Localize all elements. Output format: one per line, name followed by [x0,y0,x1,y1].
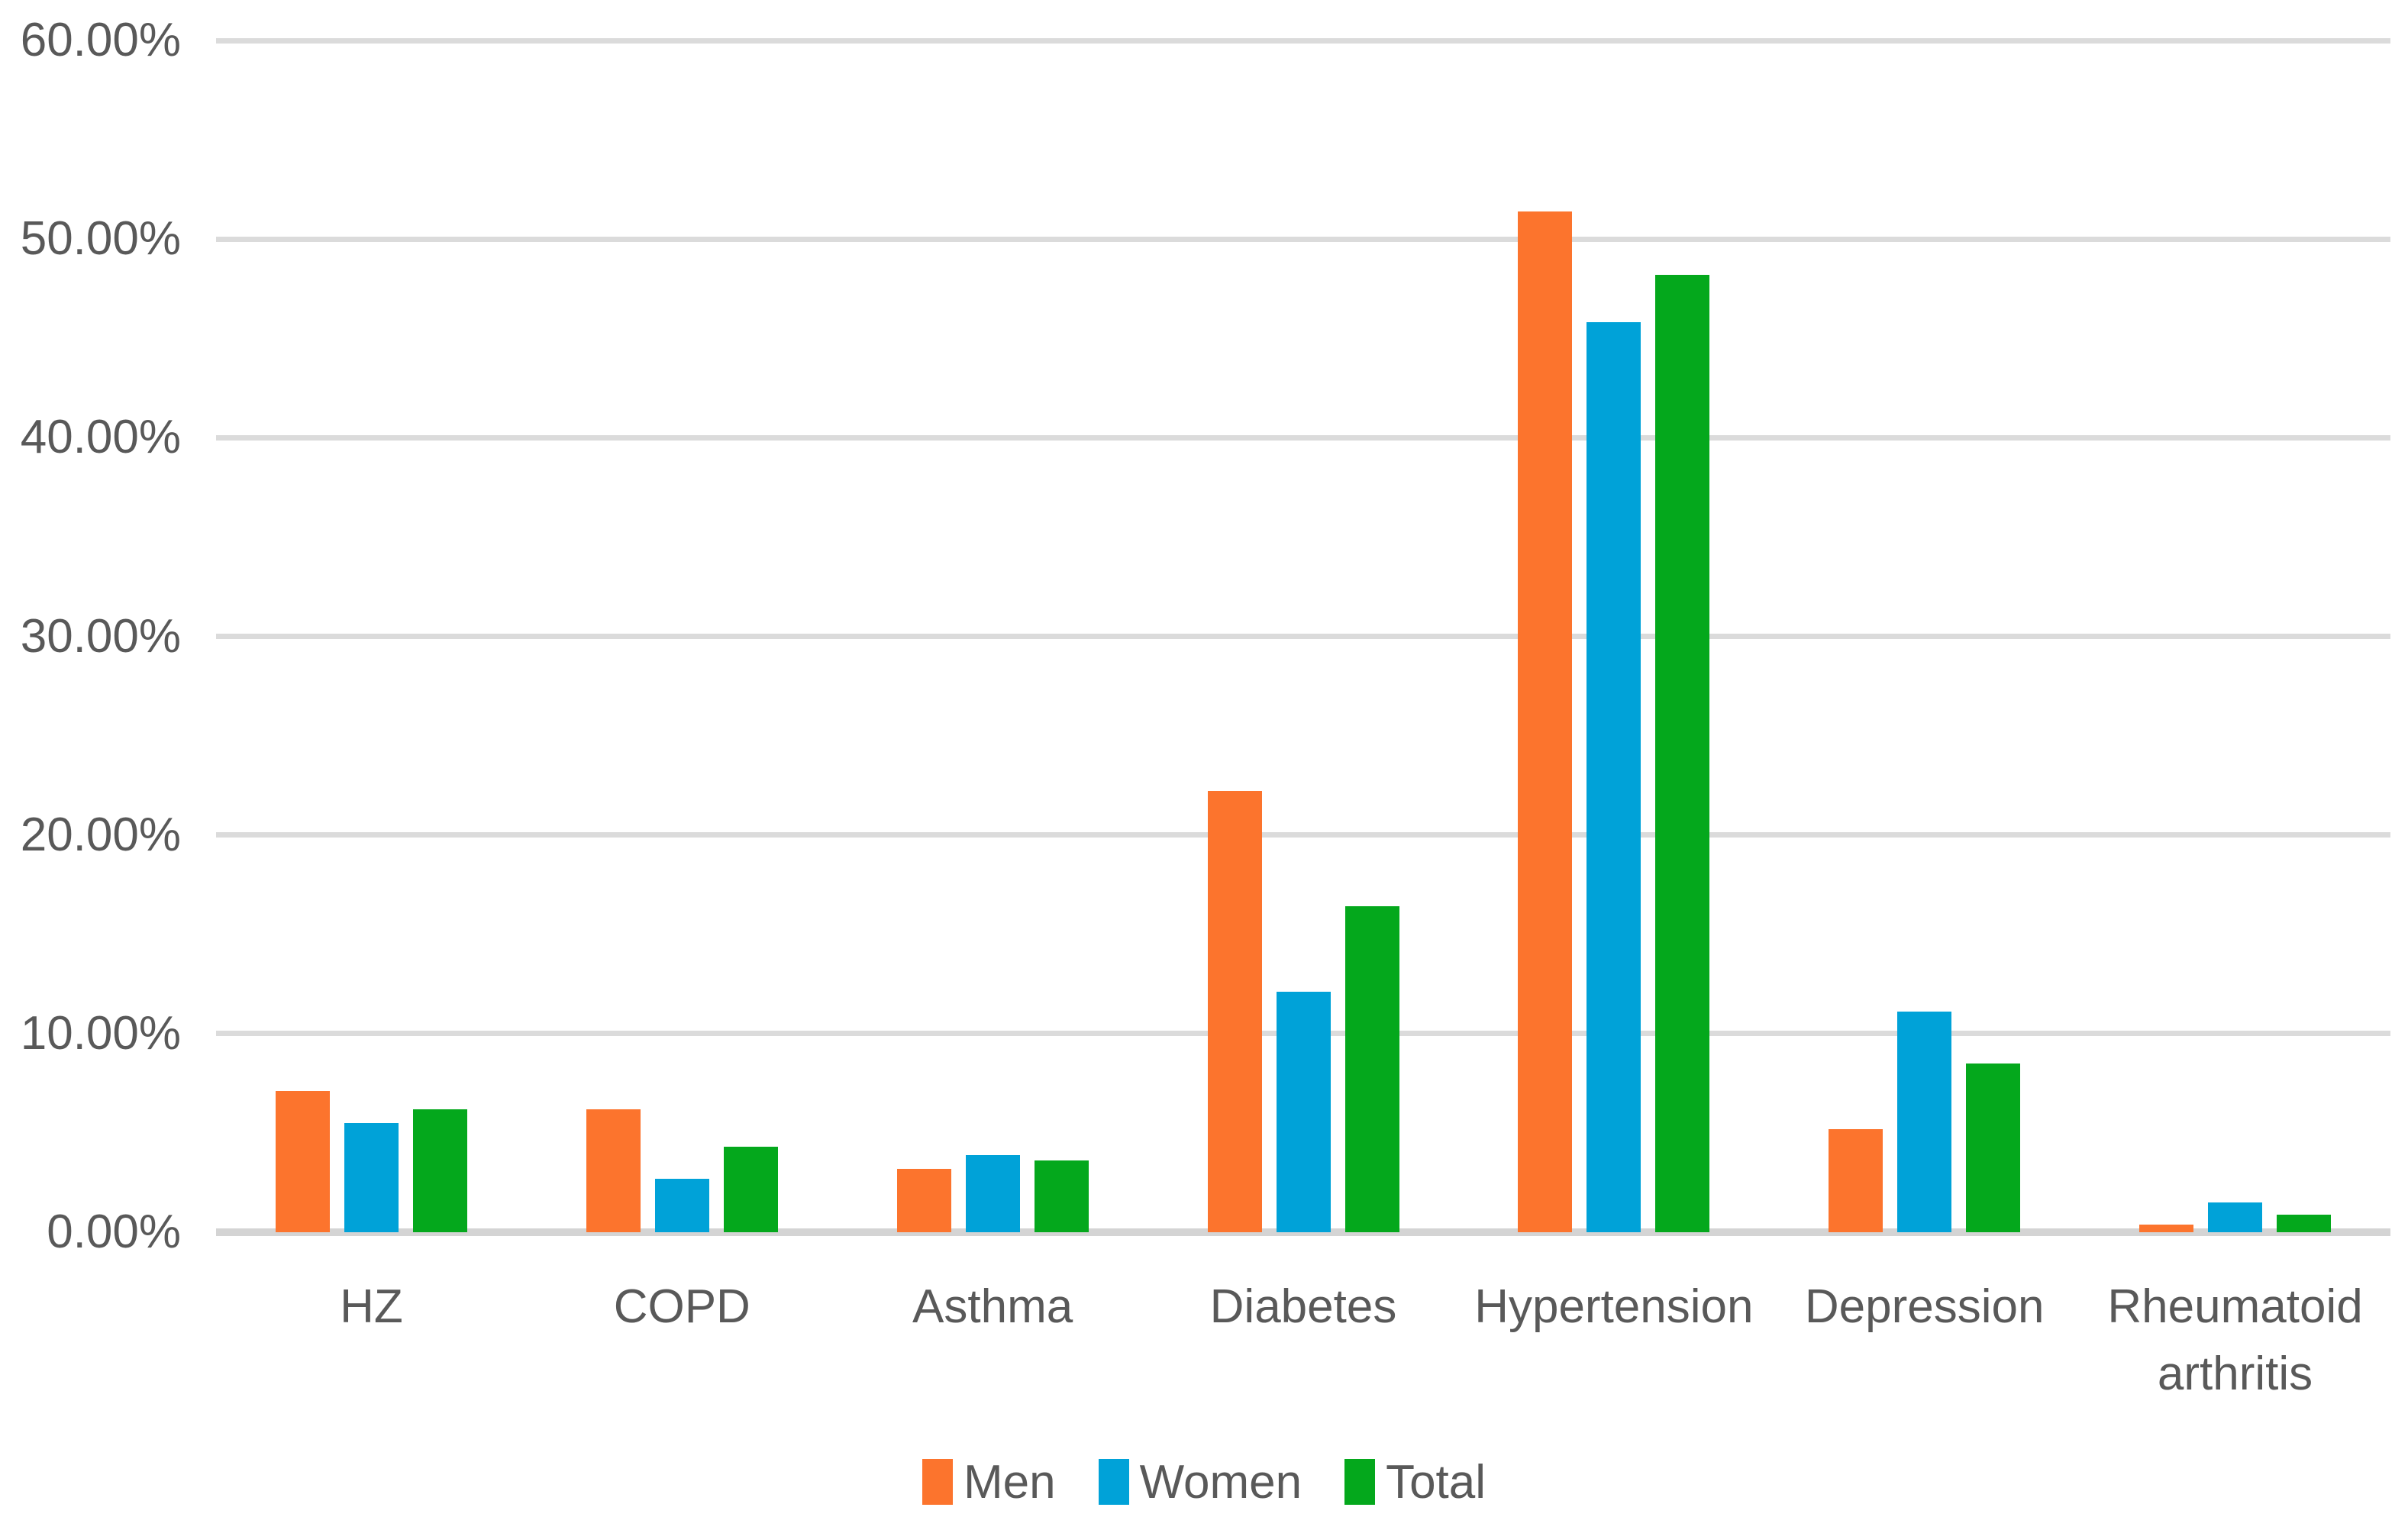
category-label-copd: COPD [613,1280,750,1333]
legend-swatch-men [922,1459,953,1505]
y-tick-label-60pct: 60.00% [20,14,181,66]
legend-item-men: Men [922,1455,1056,1509]
gridline-50pct [216,236,2390,242]
gridline-20pct [216,832,2390,838]
bar-total-depression [1966,1063,2021,1232]
bar-men-rheumatoid-arthritis [2139,1224,2194,1232]
legend-item-total: Total [1344,1455,1486,1509]
bar-total-diabetes [1344,906,1399,1232]
y-tick-label-30pct: 30.00% [20,609,181,663]
gridline-60pct [216,37,2390,44]
bar-total-copd [723,1147,778,1232]
y-tick-label-40pct: 40.00% [20,411,181,464]
bar-women-diabetes [1276,992,1331,1232]
bar-men-hypertension [1518,211,1573,1232]
legend-label-total: Total [1386,1455,1486,1509]
bar-women-copd [654,1178,709,1232]
legend-label-men: Men [963,1455,1056,1509]
gridline-30pct [216,634,2390,639]
legend-swatch-total [1344,1459,1376,1505]
gridline-40pct [216,434,2390,441]
legend-item-women: Women [1098,1455,1302,1509]
bar-total-hz [412,1109,467,1232]
bar-women-depression [1897,1012,1952,1232]
y-tick-label-10pct: 10.00% [20,1006,181,1060]
category-label-diabetes: Diabetes [1209,1280,1397,1333]
bar-men-depression [1829,1128,1883,1232]
bar-women-asthma [965,1154,1020,1232]
category-label-hypertension: Hypertension [1474,1280,1754,1333]
legend: Men Women Total [0,1453,2408,1511]
bar-total-hypertension [1655,274,1710,1232]
bar-men-diabetes [1207,791,1262,1232]
y-tick-label-50pct: 50.00% [20,212,181,266]
y-tick-label-0pct: 0.00% [47,1206,181,1258]
bar-men-asthma [896,1168,951,1232]
bar-men-hz [275,1091,330,1232]
bar-total-asthma [1034,1160,1089,1232]
legend-label-women: Women [1139,1455,1302,1509]
bar-men-copd [586,1109,641,1232]
bar-women-hz [344,1122,399,1232]
category-label-asthma: Asthma [912,1280,1073,1333]
bar-women-hypertension [1587,322,1641,1232]
x-axis-line [216,1228,2390,1236]
bar-women-rheumatoid-arthritis [2208,1202,2263,1232]
category-label-depression: Depression [1804,1280,2045,1333]
category-label-hz: HZ [340,1280,403,1333]
legend-swatch-women [1098,1459,1129,1505]
category-label-rheumatoid-arthritis: Rheumatoid arthritis [2107,1280,2363,1400]
y-tick-label-20pct: 20.00% [20,808,181,861]
bar-total-rheumatoid-arthritis [2277,1214,2332,1232]
